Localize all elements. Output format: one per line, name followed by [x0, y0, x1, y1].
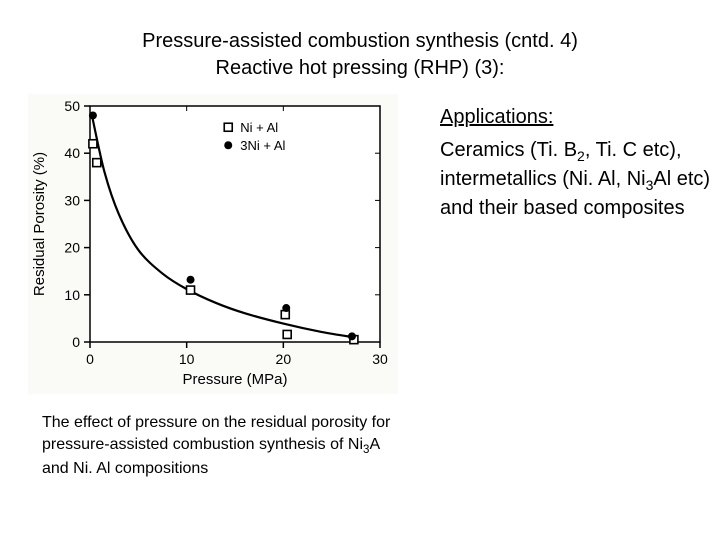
chart-container: 0 10 20 30 0 10 20 30 40 50 Pressure (MPa) Residual…	[28, 94, 398, 394]
svg-text:10: 10	[64, 287, 80, 303]
applications-heading: Applications:	[440, 104, 718, 131]
svg-text:20: 20	[276, 351, 292, 367]
title-line-1: Pressure-assisted combustion synthesis (…	[0, 28, 720, 55]
title-line-2: Reactive hot pressing (RHP) (3):	[0, 55, 720, 82]
slide-title: Pressure-assisted combustion synthesis (…	[0, 0, 720, 82]
svg-text:Pressure (MPa): Pressure (MPa)	[182, 371, 287, 388]
svg-text:50: 50	[64, 98, 80, 114]
chart-caption: The effect of pressure on the residual p…	[42, 412, 402, 480]
applications-block: Applications: Ceramics (Ti. B2, Ti. C et…	[440, 104, 718, 222]
caption-part-0: The effect of pressure on the residual p…	[42, 414, 390, 453]
app-part-0: Ceramics (Ti. B	[440, 139, 577, 161]
svg-text:40: 40	[64, 145, 80, 161]
porosity-chart: 0 10 20 30 0 10 20 30 40 50 Pressure (MPa) Residual…	[28, 94, 398, 394]
svg-text:20: 20	[64, 240, 80, 256]
svg-text:0: 0	[72, 334, 80, 350]
svg-text:3Ni + Al: 3Ni + Al	[240, 138, 285, 153]
svg-text:30: 30	[372, 351, 388, 367]
svg-text:Ni + Al: Ni + Al	[240, 120, 278, 135]
svg-text:0: 0	[86, 351, 94, 367]
applications-body: Ceramics (Ti. B2, Ti. C etc), intermetal…	[440, 137, 718, 222]
app-sub-1: 2	[577, 148, 585, 164]
svg-text:30: 30	[64, 192, 80, 208]
svg-text:Residual Porosity (%): Residual Porosity (%)	[31, 152, 48, 296]
svg-text:10: 10	[179, 351, 195, 367]
